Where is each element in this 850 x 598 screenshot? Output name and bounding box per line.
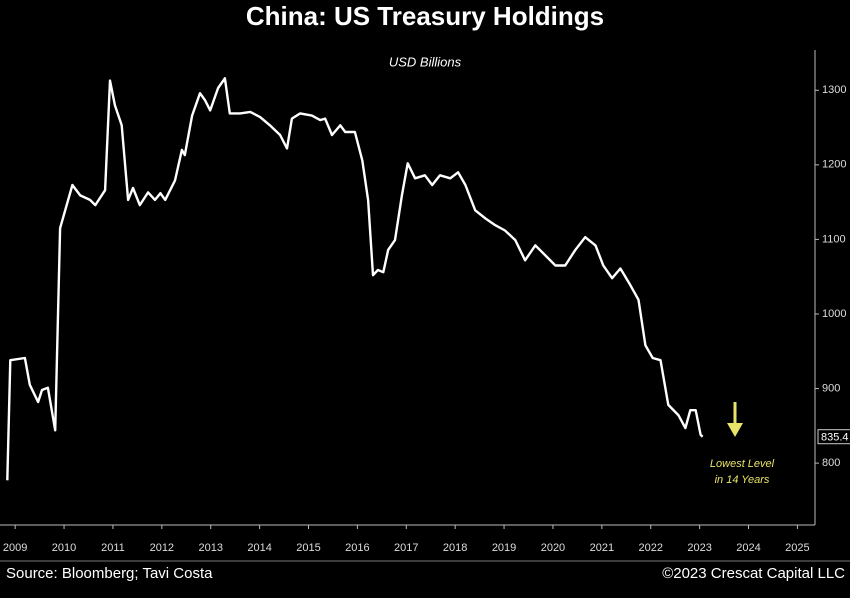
source: Source: Bloomberg; Tavi Costa [6, 565, 213, 582]
x-tick-label: 2016 [345, 542, 369, 554]
chart-title: China: US Treasury Holdings [246, 1, 604, 31]
x-tick-label: 2018 [443, 542, 467, 554]
last-value-label: 835.4 [821, 432, 849, 444]
x-tick-label: 2015 [296, 542, 320, 554]
x-tick-label: 2017 [394, 542, 418, 554]
y-tick-label: 1000 [822, 308, 846, 320]
x-tick-label: 2012 [150, 542, 174, 554]
x-tick-label: 2025 [785, 542, 809, 554]
x-tick-label: 2011 [101, 542, 125, 554]
data-line [6, 77, 704, 481]
annotation: Lowest Level [710, 458, 775, 470]
subtitle: USD Billions [389, 54, 462, 69]
annotation: in 14 Years [715, 474, 770, 486]
x-tick-label: 2024 [736, 542, 760, 554]
last-value-box [817, 429, 850, 445]
y-tick-label: 800 [822, 457, 840, 469]
y-tick-label: 1100 [822, 233, 846, 245]
x-tick-label: 2013 [198, 542, 222, 554]
x-tick-label: 2023 [687, 542, 711, 554]
x-tick-label: 2021 [590, 542, 614, 554]
x-tick-label: 2019 [492, 542, 516, 554]
y-tick-label: 900 [822, 382, 840, 394]
x-tick-label: 2022 [638, 542, 662, 554]
annotation-arrow-head [727, 423, 743, 437]
x-tick-label: 2014 [247, 542, 271, 554]
y-tick-label: 1200 [822, 159, 846, 171]
copyright: ©2023 Crescat Capital LLC [662, 565, 845, 582]
x-tick-label: 2010 [52, 542, 76, 554]
y-tick-label: 1300 [822, 84, 846, 96]
x-tick-label: 2020 [541, 542, 565, 554]
x-tick-label: 2009 [3, 542, 27, 554]
